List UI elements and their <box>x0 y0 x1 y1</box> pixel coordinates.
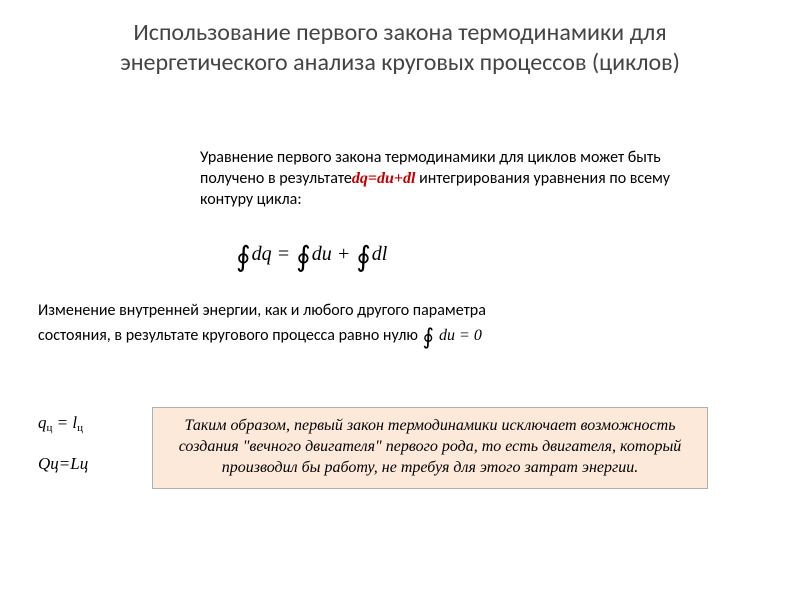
oint-icon: ∮ <box>423 322 434 352</box>
inline-equation-red: dq=du+dl <box>352 170 416 187</box>
eq1-part2: du + <box>312 243 356 265</box>
para2-text: Изменение внутренней энергии, как и любо… <box>38 301 486 345</box>
eq1-part1: dq = <box>252 243 296 265</box>
paragraph-1: Уравнение первого закона термодинамики д… <box>200 148 675 210</box>
inline-math-body: du = 0 <box>439 327 482 344</box>
conclusion-text: Таким образом, первый закон термодинамик… <box>179 417 682 476</box>
paragraph-2: Изменение внутренней энергии, как и любо… <box>38 300 558 351</box>
inline-math-du-zero: ∮ du = 0 <box>422 327 482 344</box>
eq-qc-sub2: ц <box>77 422 83 434</box>
conclusion-box: Таким образом, первый закон термодинамик… <box>152 407 708 489</box>
equation-qc-lc-lower: qц = lц <box>38 413 83 434</box>
eq-qc-mid: = l <box>52 413 77 432</box>
oint-icon: ∮ <box>296 240 311 274</box>
slide-title: Использование первого закона термодинами… <box>0 0 800 78</box>
oint-icon: ∮ <box>356 240 371 274</box>
equation-qc-lc-upper: Qц=Lц <box>38 454 88 474</box>
eq1-part3: dl <box>372 243 388 265</box>
eq-qc-q: q <box>38 413 47 432</box>
equation-contour-integrals: ∮dq = ∮du + ∮dl <box>235 240 387 274</box>
oint-icon: ∮ <box>236 240 251 274</box>
